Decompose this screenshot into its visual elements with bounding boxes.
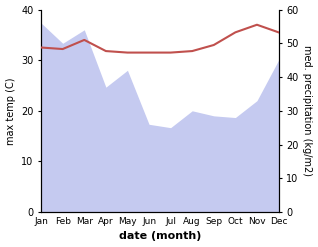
Y-axis label: med. precipitation (kg/m2): med. precipitation (kg/m2) xyxy=(302,45,313,176)
X-axis label: date (month): date (month) xyxy=(119,231,201,242)
Y-axis label: max temp (C): max temp (C) xyxy=(5,77,16,144)
